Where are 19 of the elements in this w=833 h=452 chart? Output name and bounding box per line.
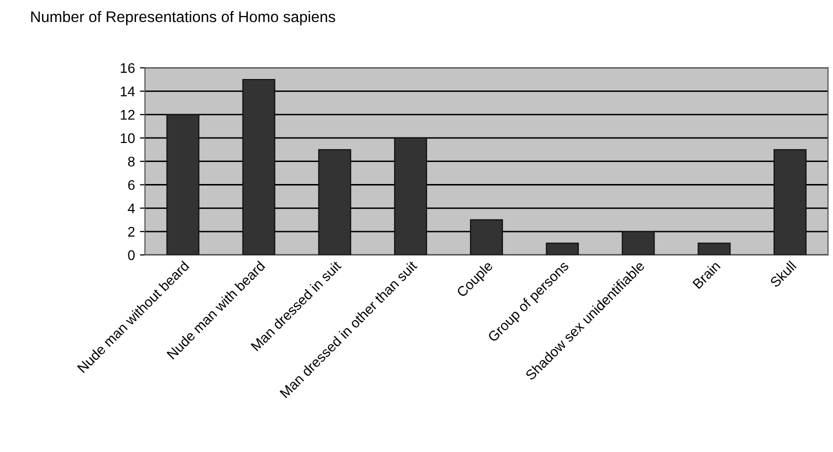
- y-tick-label: 16: [120, 63, 135, 73]
- bar: [394, 137, 428, 255]
- bar: [242, 78, 276, 255]
- y-tick-label: 12: [120, 110, 135, 120]
- y-tick-label: 10: [120, 133, 135, 144]
- bar: [546, 242, 579, 255]
- y-tick-label: 0: [128, 250, 135, 260]
- bar: [774, 149, 807, 255]
- chart-title: Number of Representations of Homo sapiens: [31, 10, 336, 26]
- y-tick-label: 8: [128, 156, 135, 167]
- bar: [166, 114, 200, 255]
- y-tick-label: 4: [128, 204, 135, 214]
- bar: [470, 219, 503, 255]
- bar: [698, 242, 731, 255]
- y-tick-label: 14: [120, 86, 135, 96]
- bar: [318, 149, 352, 255]
- bar: [622, 230, 655, 255]
- y-tick-label: 6: [128, 180, 135, 190]
- y-tick-label: 2: [128, 226, 135, 237]
